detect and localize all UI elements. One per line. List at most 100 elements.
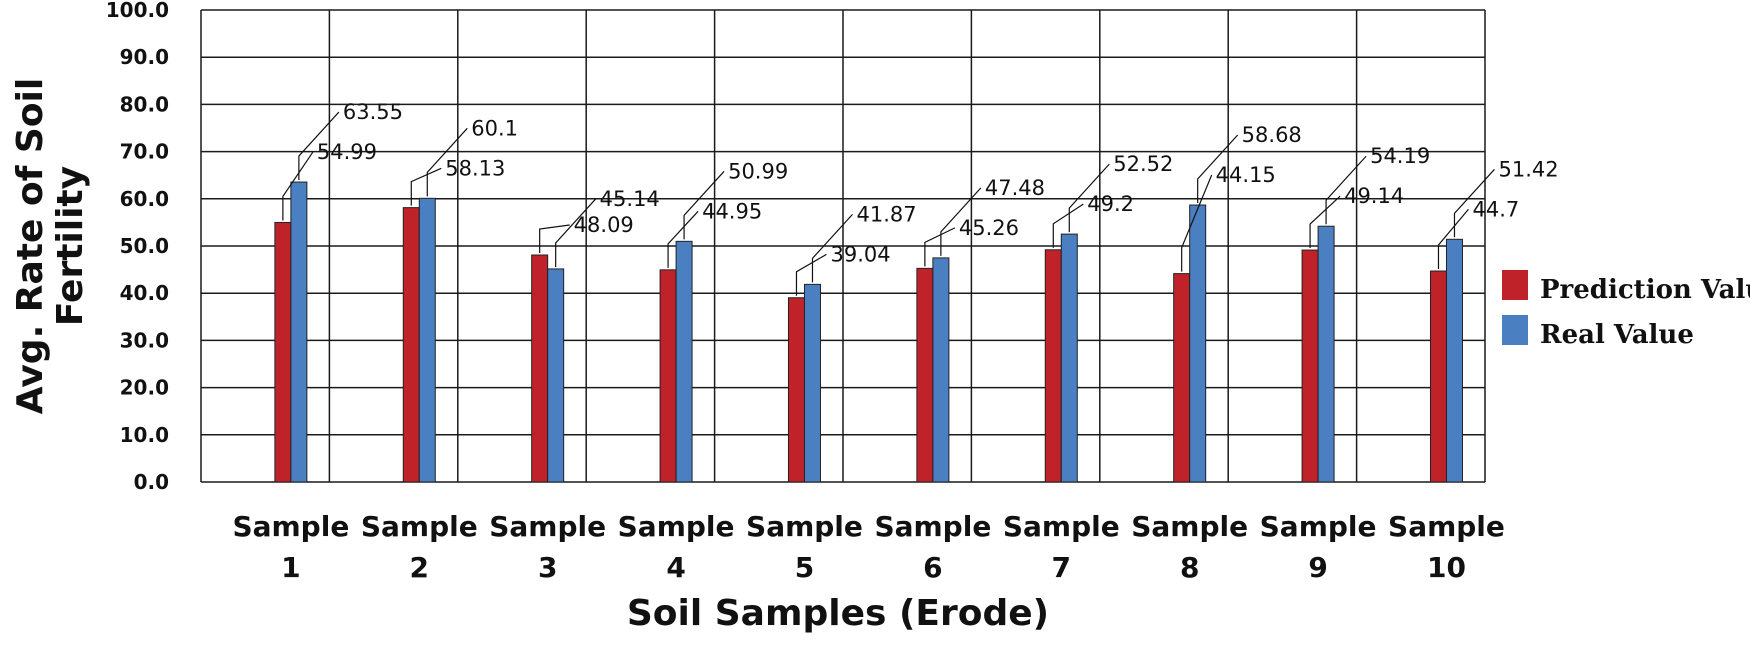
bar-real	[1060, 233, 1078, 483]
y-tick-label: 50.0	[120, 234, 169, 258]
label-leader-line	[282, 151, 314, 221]
data-label-real: 51.42	[1498, 157, 1558, 181]
label-leader-line	[298, 111, 340, 181]
x-tick-label: 2	[410, 551, 429, 584]
x-tick-label: Sample	[746, 510, 863, 543]
bar-prediction	[1173, 273, 1191, 483]
legend-swatch-real	[1502, 315, 1528, 345]
data-label-prediction: 45.26	[959, 216, 1019, 240]
legend-swatch-prediction	[1502, 270, 1528, 300]
x-tick-label: Sample	[1131, 510, 1248, 543]
x-tick-label: Sample	[361, 510, 478, 543]
label-leader-line	[667, 210, 699, 268]
label-leader-line	[1453, 168, 1495, 238]
x-tick-label: Sample	[1388, 510, 1505, 543]
data-label-real: 41.87	[856, 202, 916, 226]
x-tick-label: 3	[538, 551, 557, 584]
data-label-prediction: 44.15	[1216, 163, 1276, 187]
bar-real	[418, 197, 436, 483]
x-tick-label: Sample	[232, 510, 349, 543]
label-leader-line	[1068, 163, 1110, 233]
data-label-real: 58.68	[1242, 123, 1302, 147]
y-tick-label: 80.0	[120, 92, 169, 116]
x-tick-label: 1	[281, 551, 300, 584]
bar-real	[1189, 204, 1207, 483]
bar-real	[547, 268, 565, 483]
data-label-prediction: 44.95	[702, 199, 762, 223]
x-tick-label: 6	[923, 551, 942, 584]
y-tick-label: 10.0	[120, 423, 169, 447]
bar-prediction	[659, 269, 677, 483]
bar-real	[290, 181, 308, 483]
bar-prediction	[916, 267, 934, 483]
bars	[274, 181, 1463, 483]
data-label-prediction: 58.13	[445, 156, 505, 180]
data-label-real: 47.48	[985, 176, 1045, 200]
y-tick-label: 0.0	[134, 470, 169, 494]
legend-item-real: Real Value	[1502, 315, 1694, 350]
label-leader-line	[555, 198, 597, 267]
x-axis-ticks: Sample 1 Sample 2 Sample 3 Sample 4 Sample 5 Sampl…	[232, 510, 1504, 584]
bar-real	[932, 257, 950, 483]
y-axis-title: Avg. Rate of Soil Fertility	[10, 78, 91, 414]
label-leader-line	[1325, 155, 1367, 225]
bar-prediction	[1429, 270, 1447, 483]
label-leader-line	[410, 167, 442, 206]
x-tick-label: Sample	[1003, 510, 1120, 543]
label-leader-line	[1437, 208, 1469, 270]
x-tick-label: Sample	[1260, 510, 1377, 543]
y-tick-label: 70.0	[120, 140, 169, 164]
label-leader-line	[539, 224, 570, 254]
x-axis-title: Soil Samples (Erode)	[627, 593, 1049, 634]
label-leader-line	[940, 187, 982, 256]
label-leader-line	[811, 213, 853, 283]
bar-prediction	[1044, 249, 1062, 483]
x-tick-label: 5	[795, 551, 814, 584]
label-leader-line	[426, 127, 468, 197]
data-label-real: 50.99	[728, 159, 788, 183]
bar-real	[1445, 238, 1463, 483]
legend: Prediction Value Real Value	[1502, 270, 1750, 350]
bar-real	[675, 240, 693, 483]
data-label-real: 52.52	[1113, 152, 1173, 176]
bar-real	[803, 283, 821, 483]
legend-label-prediction: Prediction Value	[1540, 275, 1750, 305]
y-tick-label: 20.0	[120, 376, 169, 400]
label-leader-line	[1181, 174, 1213, 272]
x-tick-label: Sample	[874, 510, 991, 543]
x-tick-label: 8	[1180, 551, 1199, 584]
bar-prediction	[402, 207, 420, 483]
data-label-real: 63.55	[343, 100, 403, 124]
bar-prediction	[274, 221, 292, 483]
x-tick-label: Sample	[489, 510, 606, 543]
x-tick-label: 9	[1308, 551, 1327, 584]
label-leader-line	[1052, 203, 1084, 248]
label-leader-line	[683, 170, 725, 240]
y-tick-label: 60.0	[120, 187, 169, 211]
label-leader-line	[795, 253, 827, 296]
label-leader-line	[1309, 195, 1341, 249]
data-label-prediction: 48.09	[574, 213, 634, 237]
data-label-prediction: 49.14	[1344, 184, 1404, 208]
data-label-real: 45.14	[600, 187, 660, 211]
y-tick-label: 40.0	[120, 281, 169, 305]
x-tick-label: 10	[1427, 551, 1466, 584]
x-tick-label: 4	[666, 551, 685, 584]
y-tick-label: 30.0	[120, 328, 169, 352]
x-tick-label: 7	[1052, 551, 1071, 584]
y-tick-label: 90.0	[120, 45, 169, 69]
y-tick-label: 100.0	[106, 0, 169, 22]
bar-prediction	[531, 254, 549, 483]
data-label-real: 60.1	[471, 116, 518, 140]
label-leader-line	[924, 227, 956, 267]
y-axis-ticks: 0.0 10.0 20.0 30.0 40.0 50.0 60.0 70.0 80.0 90.0 1…	[106, 0, 169, 494]
bar-prediction	[787, 297, 805, 483]
legend-label-real: Real Value	[1540, 320, 1694, 350]
data-label-prediction: 44.7	[1472, 197, 1519, 221]
data-label-prediction: 39.04	[830, 242, 890, 266]
label-leaders	[282, 111, 1495, 296]
data-label-prediction: 49.2	[1087, 192, 1134, 216]
data-label-real: 54.19	[1370, 144, 1430, 168]
bar-prediction	[1301, 249, 1319, 483]
